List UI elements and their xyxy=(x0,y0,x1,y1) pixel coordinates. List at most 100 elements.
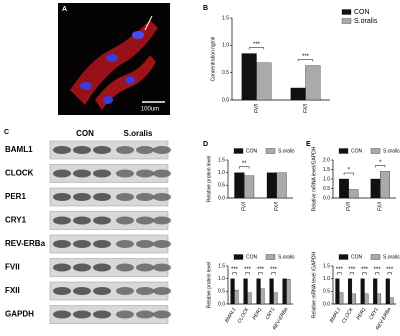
row-label: REV-ERBa xyxy=(5,239,46,248)
bar xyxy=(380,171,390,199)
significance-bracket xyxy=(349,272,355,275)
blot-band xyxy=(153,193,171,201)
panel-label: E xyxy=(306,141,311,148)
legend-swatch xyxy=(338,148,349,154)
blot-band xyxy=(136,216,154,225)
row-label: CRY1 xyxy=(5,216,27,225)
significance-label: *** xyxy=(244,267,252,273)
blot-band xyxy=(53,216,71,225)
blot-band xyxy=(116,216,134,225)
y-axis-label: Relative protein level xyxy=(206,156,212,202)
significance-bracket xyxy=(337,272,342,275)
legend-label: CON xyxy=(354,9,370,16)
significance-bracket xyxy=(362,272,367,275)
blot-band xyxy=(53,240,71,248)
x-tick-label: CRY1 xyxy=(368,306,380,321)
blot-band xyxy=(116,287,134,295)
legend-label: CON xyxy=(351,148,363,154)
legend-label: S.oralis xyxy=(278,254,295,260)
group-header: S.oralis xyxy=(124,129,153,138)
significance-bracket xyxy=(387,272,392,275)
blot-band xyxy=(136,263,154,272)
significance-bracket xyxy=(343,172,354,175)
legend-label: CON xyxy=(351,254,363,260)
x-tick-label: FXII xyxy=(274,201,280,211)
blot-band xyxy=(53,169,71,178)
bar xyxy=(266,172,277,199)
significance-label: *** xyxy=(270,267,278,273)
blot-band xyxy=(73,310,91,319)
y-tick-label: 1.0 xyxy=(323,176,330,182)
y-tick-label: 0.0 xyxy=(218,195,225,201)
bar xyxy=(269,278,274,305)
y-tick-label: 0.0 xyxy=(218,301,225,307)
blot-band xyxy=(116,193,134,201)
blot-band xyxy=(73,287,91,295)
blot-band xyxy=(153,216,171,225)
blot-band xyxy=(53,193,71,201)
blot-band xyxy=(53,146,71,154)
significance-bracket xyxy=(232,272,237,275)
bar xyxy=(370,178,381,199)
blot-band xyxy=(116,263,134,272)
blot-band xyxy=(73,263,91,272)
blot-band xyxy=(136,193,154,201)
blot-band xyxy=(153,146,171,154)
bar xyxy=(247,292,252,305)
x-tick-label: BMAL1 xyxy=(224,306,238,323)
bar xyxy=(376,293,382,305)
panel-label: A xyxy=(62,6,67,13)
blot-band xyxy=(53,263,71,272)
y-tick-label: 0.0 xyxy=(323,195,330,201)
y-tick-label: 0.5 xyxy=(222,70,229,76)
significance-label: *** xyxy=(302,54,310,60)
blot-band xyxy=(93,287,111,295)
bar xyxy=(339,292,344,305)
y-tick-label: 0.0 xyxy=(323,301,330,307)
legend-swatch xyxy=(233,254,244,260)
bar xyxy=(256,62,272,101)
blot-band xyxy=(116,169,134,178)
y-tick-label: 1.0 xyxy=(218,276,225,282)
x-tick-label: CRY1 xyxy=(265,306,277,321)
significance-label: * xyxy=(379,160,382,166)
panel-a: A 100um xyxy=(58,3,170,115)
significance-label: *** xyxy=(374,267,382,273)
legend-label: S.oralis xyxy=(383,148,400,154)
blot-band xyxy=(73,146,91,154)
y-tick-label: 1.5 xyxy=(222,15,229,21)
x-tick-label: FXII xyxy=(303,103,309,113)
blot-band xyxy=(153,263,171,272)
significance-label: *** xyxy=(257,267,265,273)
legend-swatch xyxy=(233,148,244,154)
blot-band xyxy=(93,193,111,201)
significance-bracket xyxy=(245,272,250,275)
bar xyxy=(373,278,378,305)
cell-stain xyxy=(70,20,158,105)
bar xyxy=(276,172,287,199)
scale-bar-label: 100um xyxy=(141,107,159,113)
row-label: GAPDH xyxy=(5,310,34,319)
y-axis-label: Relative protein level xyxy=(206,262,212,308)
blot-band xyxy=(53,287,71,295)
blot-band xyxy=(153,310,171,319)
legend-swatch xyxy=(338,254,349,260)
blot-band xyxy=(136,240,154,248)
blot-band xyxy=(153,287,171,295)
bar xyxy=(385,278,390,305)
y-tick-label: 0.5 xyxy=(218,289,225,295)
significance-label: *** xyxy=(361,267,369,273)
x-tick-label: FVII xyxy=(242,201,248,211)
legend-swatch xyxy=(341,18,352,24)
bar xyxy=(351,293,356,305)
y-axis-label: Concentration ng/ml xyxy=(210,37,216,82)
nucleus xyxy=(106,54,118,62)
bar xyxy=(244,175,255,199)
panel-label: C xyxy=(4,129,9,136)
x-tick-label: CLOCK xyxy=(341,306,355,324)
blot-band xyxy=(73,169,91,178)
significance-bracket xyxy=(258,272,263,275)
group-header: CON xyxy=(76,129,94,138)
nucleus xyxy=(80,82,92,90)
